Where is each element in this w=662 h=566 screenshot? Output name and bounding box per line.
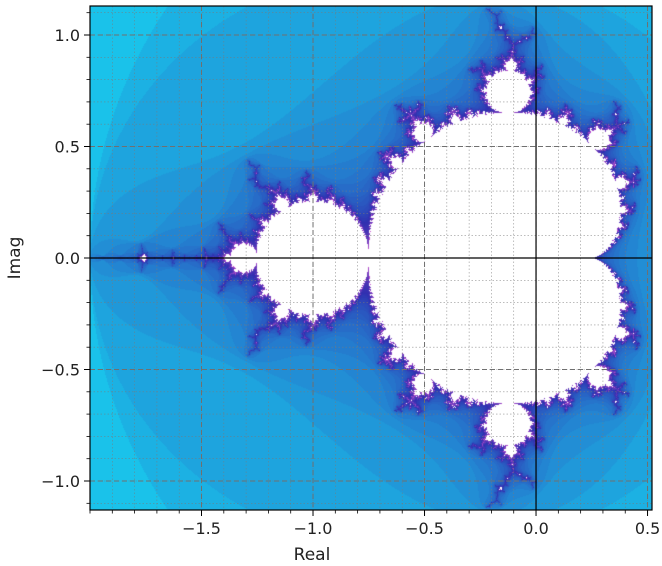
y-tick-label: −1.0	[41, 472, 80, 491]
x-tick-label: −1.0	[294, 519, 333, 538]
x-tick-label: −1.5	[182, 519, 221, 538]
x-tick-label: 0.5	[635, 519, 660, 538]
x-tick-label: −0.5	[405, 519, 444, 538]
x-tick-label: 0.0	[523, 519, 548, 538]
y-tick-label: 0.0	[55, 249, 80, 268]
x-axis-label: Real	[294, 545, 331, 565]
y-tick-label: −0.5	[41, 361, 80, 380]
y-tick-label: 0.5	[55, 137, 80, 156]
y-axis-label: Imag	[5, 237, 25, 280]
y-tick-label: 1.0	[55, 26, 80, 45]
